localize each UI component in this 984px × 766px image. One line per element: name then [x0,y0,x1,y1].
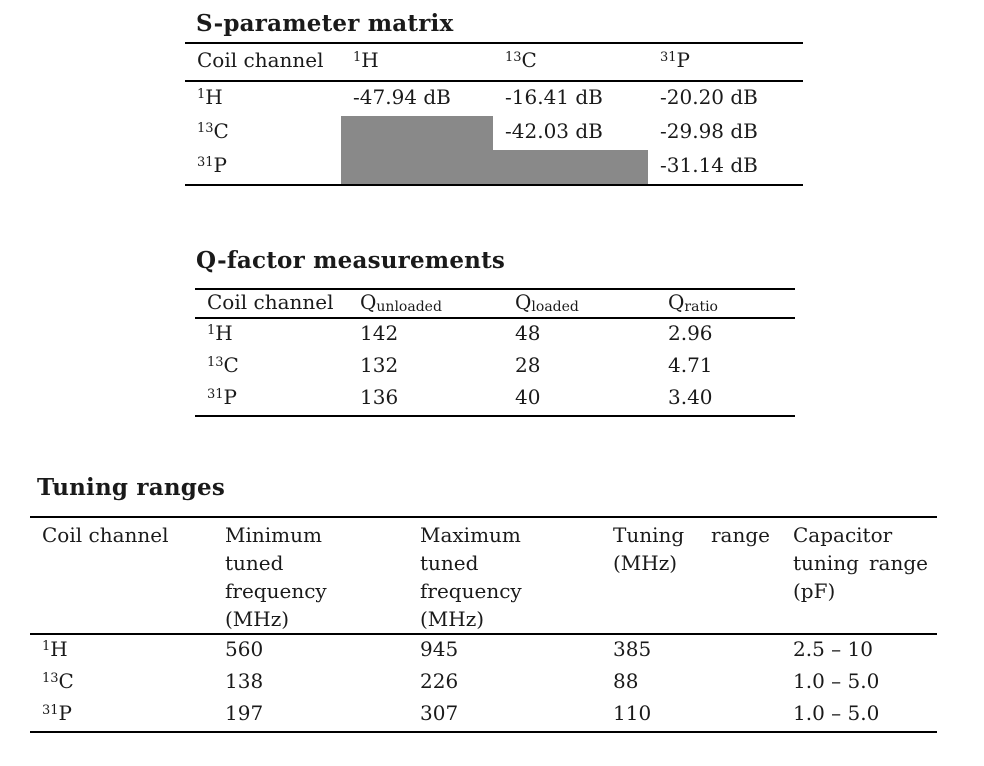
table-row: 13C -42.03 dB -29.98 dB [185,116,803,150]
s-parameter-matrix-table: Coil channel 1H 13C 31P 1H -47.94 dB -16… [185,42,803,186]
cell-value: 385 [613,637,652,661]
row-label-1h: 1H [42,637,68,661]
table-row: 31P 197 307 110 1.0 – 5.0 [30,699,937,732]
row-label-31p: 31P [207,385,238,409]
cell-value: 138 [225,669,264,693]
table-row: 13C 138 226 88 1.0 – 5.0 [30,667,937,699]
cell-value: -31.14 dB [660,153,758,177]
column-header-q-unloaded: Qunloaded [348,289,503,319]
cell-value: -42.03 dB [505,119,603,143]
table-row: 1H 560 945 385 2.5 – 10 [30,634,937,667]
column-header-q-loaded: Qloaded [503,289,656,319]
table-row: 1H 142 48 2.96 [195,318,795,351]
column-header-capacitor-tuning-range: Capacitor tuning range (pF) [781,517,937,635]
cell-value: -47.94 dB [353,85,451,109]
row-label-1h: 1H [207,321,233,345]
column-header-13c: 13C [493,43,648,82]
column-header-1h: 1H [341,43,493,82]
column-header-max-tuned-frequency: Maximum tuned frequency (MHz) [408,517,601,635]
tuning-ranges-title: Tuning ranges [37,474,226,501]
row-label-31p: 31P [197,153,228,177]
q-factor-title: Q-factor measurements [196,247,506,274]
row-label-13c: 13C [197,119,229,143]
cell-value: 197 [225,701,264,725]
cell-value: 307 [420,701,459,725]
cell-value: -16.41 dB [505,85,603,109]
row-label-31p: 31P [42,701,73,725]
cell-value: 560 [225,637,264,661]
table-row: 1H -47.94 dB -16.41 dB -20.20 dB [185,81,803,116]
row-label-13c: 13C [42,669,74,693]
column-header-tuning-range: Tuning range (MHz) [601,517,781,635]
cell-value: 48 [515,321,541,345]
column-header-coil-channel: Coil channel [30,517,213,635]
cell-value: -20.20 dB [660,85,758,109]
cell-value: 40 [515,385,541,409]
cell-value: 28 [515,353,541,377]
column-header-31p: 31P [648,43,803,82]
cell-value: 226 [420,669,459,693]
table-row: 31P -31.14 dB [185,150,803,185]
table-row: 13C 132 28 4.71 [195,351,795,383]
cell-value: 1.0 – 5.0 [793,701,880,725]
s-parameter-matrix-title: S-parameter matrix [196,10,454,37]
cell-value: 132 [360,353,399,377]
cell-value: 1.0 – 5.0 [793,669,880,693]
table-row: 31P 136 40 3.40 [195,383,795,416]
column-header-q-ratio: Qratio [656,289,795,319]
cell-value: 2.96 [668,321,713,345]
cell-value: 88 [613,669,639,693]
q-factor-table: Coil channel Qunloaded Qloaded Qratio 1H… [195,288,795,417]
column-header-coil-channel: Coil channel [195,289,348,319]
cell-value: 142 [360,321,399,345]
cell-value: 110 [613,701,652,725]
row-label-13c: 13C [207,353,239,377]
row-label-1h: 1H [197,85,223,109]
table-header-row: Coil channel 1H 13C 31P [185,43,803,82]
cell-value: 945 [420,637,459,661]
cell-value: 2.5 – 10 [793,637,873,661]
cell-value: 3.40 [668,385,713,409]
cell-value: -29.98 dB [660,119,758,143]
shaded-cell [341,116,493,150]
table-header-row: Coil channel Qunloaded Qloaded Qratio [195,289,795,319]
shaded-cell [493,150,648,185]
column-header-coil-channel: Coil channel [185,43,341,82]
shaded-cell [341,150,493,185]
tuning-ranges-table: Coil channel Minimum tuned frequency (MH… [30,516,937,733]
table-header-row: Coil channel Minimum tuned frequency (MH… [30,517,937,635]
cell-value: 4.71 [668,353,713,377]
column-header-min-tuned-frequency: Minimum tuned frequency (MHz) [213,517,408,635]
cell-value: 136 [360,385,399,409]
